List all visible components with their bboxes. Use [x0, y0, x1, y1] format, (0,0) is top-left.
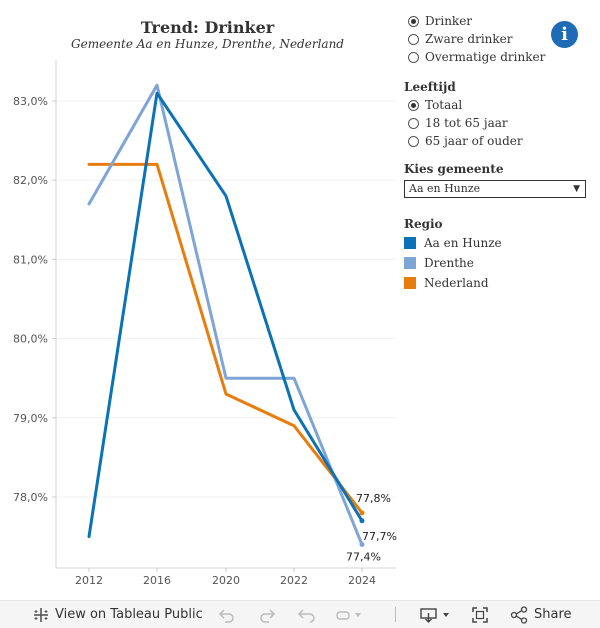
redo-icon[interactable]	[258, 601, 276, 628]
y-tick-label: 83,0%	[13, 95, 48, 108]
toolbar-separator	[395, 607, 396, 622]
x-tick-label: 2016	[143, 574, 171, 587]
series-end-point	[359, 510, 365, 516]
leeftijd-option-65-plus[interactable]: 65 jaar of ouder	[404, 132, 523, 150]
gemeente-value: Aa en Hunze	[409, 182, 481, 195]
indicator-option-drinker[interactable]: Drinker	[404, 12, 545, 30]
view-on-tableau-public-link[interactable]: View on Tableau Public	[32, 601, 203, 628]
tableau-logo-icon	[34, 607, 48, 622]
leeftijd-title: Leeftijd	[404, 80, 456, 94]
radio-selected-icon[interactable]	[408, 15, 419, 27]
x-tick-label: 2012	[75, 574, 103, 587]
refresh-icon[interactable]	[336, 601, 362, 628]
regio-title: Regio	[404, 217, 443, 231]
regio-legend: Regio Aa en Hunze Drenthe Nederland	[404, 215, 502, 293]
share-button[interactable]: Share	[510, 601, 572, 628]
gemeente-dropdown[interactable]: Aa en Hunze ▼	[404, 180, 586, 198]
y-axis-ticks: 78,0% 79,0% 80,0% 81,0% 82,0% 83,0%	[13, 95, 48, 504]
leeftijd-option-18-65[interactable]: 18 tot 65 jaar	[404, 114, 523, 132]
axes	[52, 60, 396, 572]
series-end-point	[359, 518, 365, 524]
download-icon[interactable]	[420, 601, 452, 628]
x-tick-label: 2022	[280, 574, 308, 587]
leeftijd-option-totaal[interactable]: Totaal	[404, 96, 523, 114]
legend-item-nederland[interactable]: Nederland	[404, 273, 502, 293]
x-axis-ticks: 2012 2016 2020 2022 2024	[75, 574, 376, 587]
view-on-tableau-label: View on Tableau Public	[55, 607, 203, 622]
x-tick-label: 2024	[348, 574, 376, 587]
radio-selected-icon[interactable]	[408, 99, 419, 111]
data-label-drenthe: 77,4%	[346, 551, 381, 564]
legend-item-drenthe[interactable]: Drenthe	[404, 253, 502, 273]
series-end-point	[359, 542, 365, 548]
radio-icon[interactable]	[408, 117, 419, 129]
info-icon[interactable]: i	[551, 21, 578, 48]
series-line-drenthe	[87, 83, 364, 547]
chart-title: Trend: Drinker	[140, 18, 275, 37]
data-label-nederland: 77,8%	[356, 492, 391, 505]
share-icon	[510, 605, 528, 624]
indicator-radio-group: Drinker Zware drinker Overmatige drinker	[404, 12, 545, 66]
tableau-toolbar: View on Tableau Public Share	[0, 600, 600, 628]
chart-subtitle: Gemeente Aa en Hunze, Drenthe, Nederland	[71, 37, 344, 51]
y-tick-label: 78,0%	[13, 491, 48, 504]
series-line-aa-en-hunze	[87, 91, 364, 539]
legend-swatch-drenthe	[404, 257, 416, 269]
radio-icon[interactable]	[408, 135, 419, 147]
gemeente-title: Kies gemeente	[404, 162, 504, 176]
y-tick-label: 79,0%	[13, 412, 48, 425]
x-tick-label: 2020	[212, 574, 240, 587]
series-lines	[87, 83, 365, 548]
share-label: Share	[534, 607, 572, 622]
undo-icon[interactable]	[218, 601, 236, 628]
series-line-nederland	[87, 162, 364, 515]
radio-icon[interactable]	[408, 33, 419, 45]
legend-swatch-aa-en-hunze	[404, 237, 416, 249]
radio-icon[interactable]	[408, 51, 419, 63]
data-label-aa-en-hunze: 77,7%	[362, 530, 397, 543]
fullscreen-icon[interactable]	[471, 601, 489, 628]
chevron-down-icon[interactable]: ▼	[573, 184, 580, 194]
legend-swatch-nederland	[404, 277, 416, 289]
revert-icon[interactable]	[298, 601, 316, 628]
end-labels: 77,8% 77,4% 77,7%	[346, 492, 397, 564]
legend-item-aa-en-hunze[interactable]: Aa en Hunze	[404, 233, 502, 253]
grid-lines	[56, 100, 396, 498]
leeftijd-filter: Leeftijd Totaal 18 tot 65 jaar 65 jaar o…	[404, 78, 523, 150]
indicator-option-overmatige-drinker[interactable]: Overmatige drinker	[404, 48, 545, 66]
gemeente-filter-title-wrap: Kies gemeente	[404, 160, 503, 178]
y-tick-label: 80,0%	[13, 333, 48, 346]
indicator-option-zware-drinker[interactable]: Zware drinker	[404, 30, 545, 48]
y-tick-label: 82,0%	[13, 174, 48, 187]
y-tick-label: 81,0%	[13, 253, 48, 266]
